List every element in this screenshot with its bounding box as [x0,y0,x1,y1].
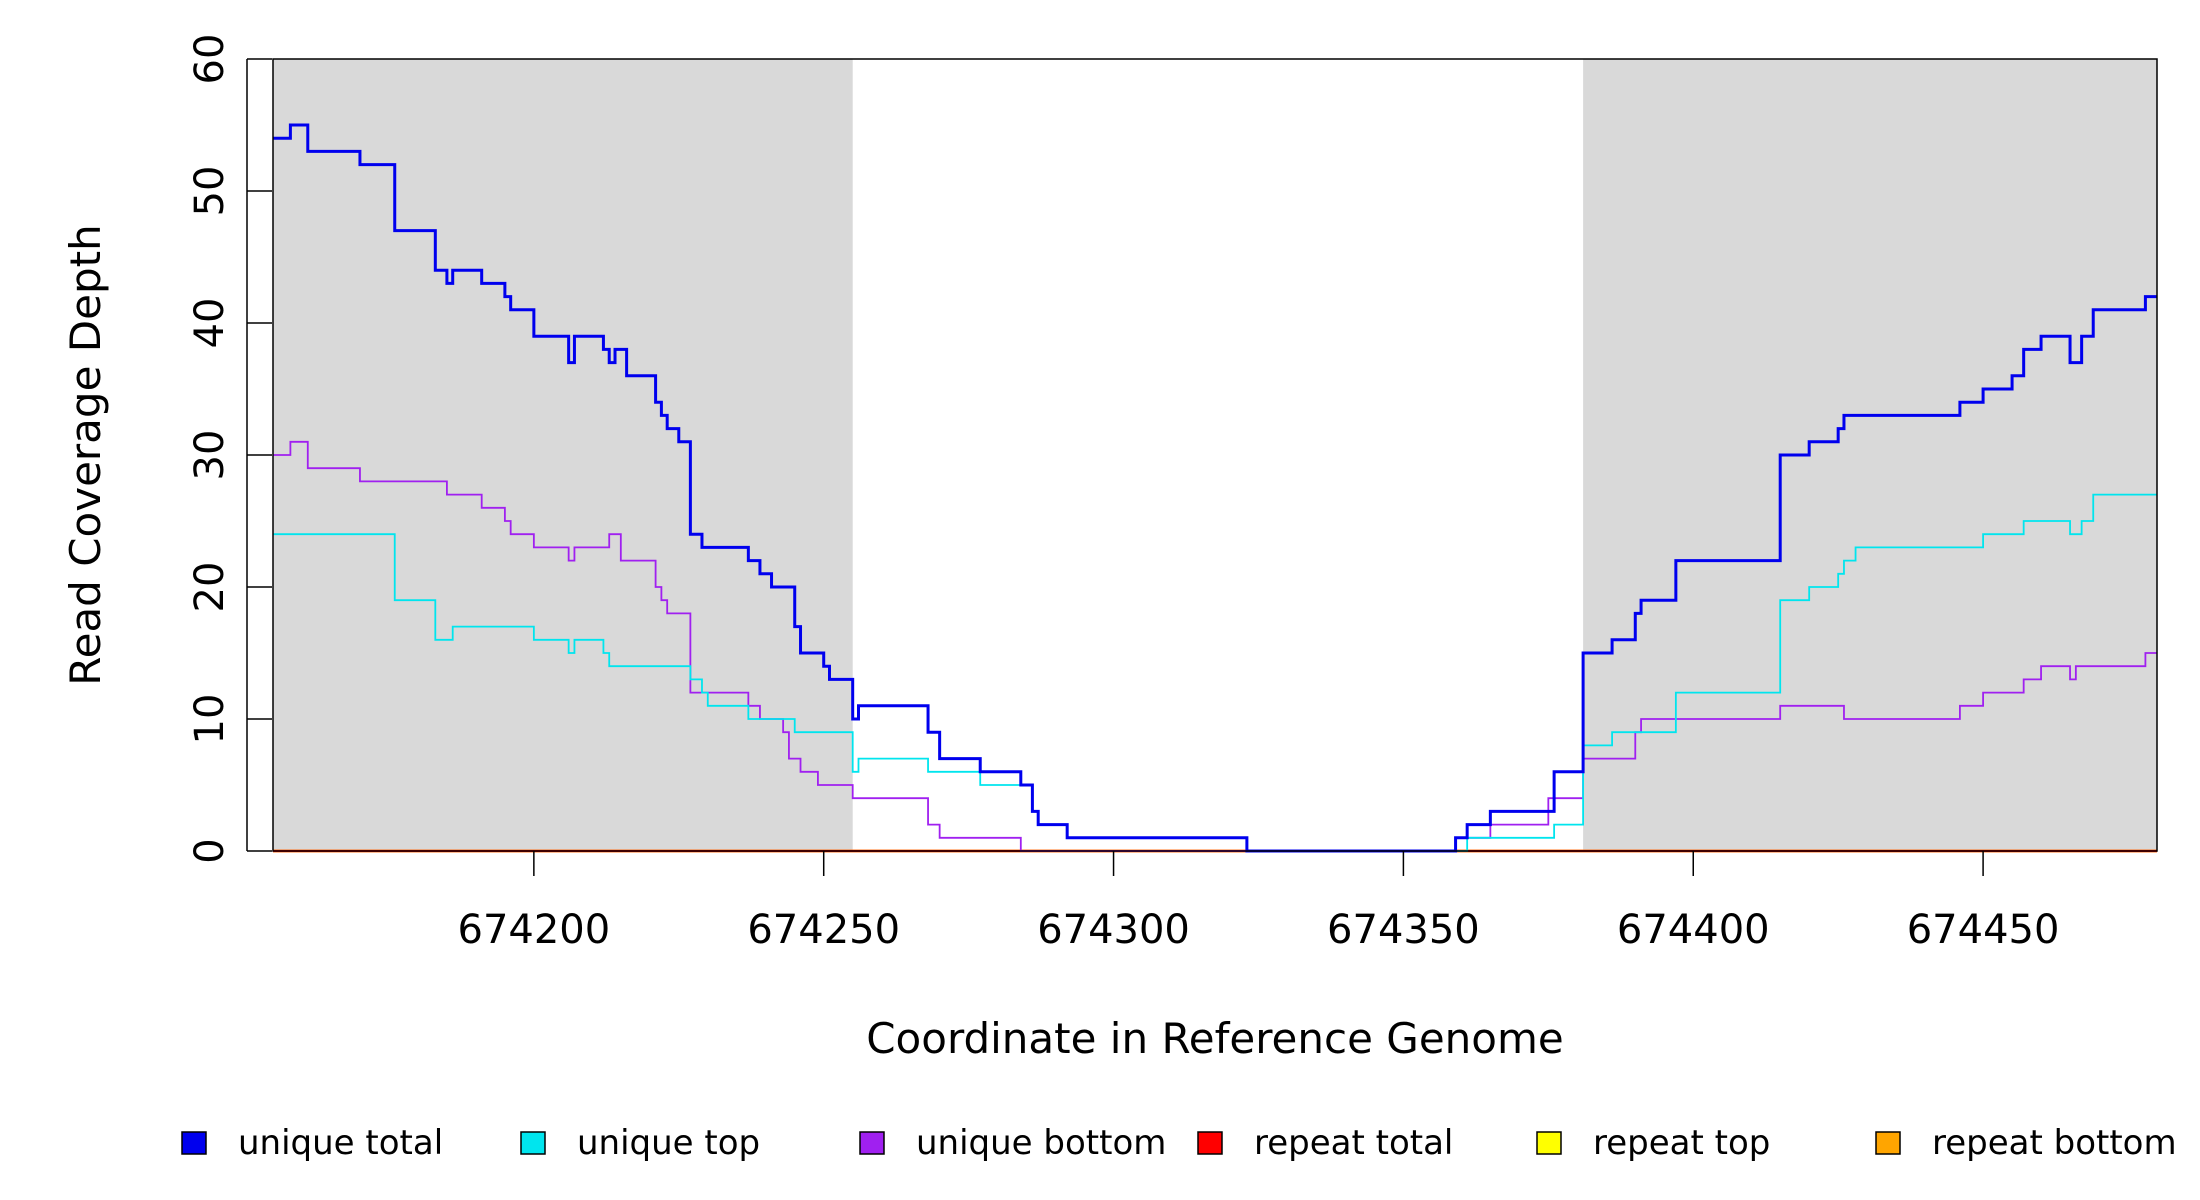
x-tick-label: 674200 [458,907,611,953]
legend-label: unique total [238,1123,443,1163]
legend-item-repeat-bottom: repeat bottom [1875,1123,2177,1163]
legend-swatch [181,1131,207,1155]
legend-label: repeat top [1593,1123,1770,1163]
y-axis-title: Read Coverage Depth [61,224,110,685]
legend-label: repeat total [1254,1123,1453,1163]
x-tick-label: 674400 [1617,907,1770,953]
x-axis-title: Coordinate in Reference Genome [866,1014,1564,1063]
legend-swatch [520,1131,546,1155]
y-tick-label: 20 [187,562,233,613]
x-tick-label: 674450 [1907,907,2060,953]
x-tick-label: 674300 [1037,907,1190,953]
x-tick-label: 674250 [747,907,900,953]
legend-swatch [1197,1131,1223,1155]
legend-label: unique top [577,1123,760,1163]
y-tick-label: 60 [187,34,233,85]
legend-swatch [1875,1131,1901,1155]
y-tick-label: 30 [187,430,233,481]
legend-item-repeat-top: repeat top [1536,1123,1770,1163]
legend-item-unique-bottom: unique bottom [859,1123,1166,1163]
legend-swatch [859,1131,885,1155]
legend-item-repeat-total: repeat total [1197,1123,1453,1163]
legend-item-unique-top: unique top [520,1123,760,1163]
series-line-unique-total [273,123,2157,853]
y-axis: 0 10 20 30 40 50 60 [187,34,272,864]
y-tick-label: 50 [187,166,233,217]
y-tick-label: 0 [187,838,233,863]
series-line-unique-bottom [273,440,2157,852]
legend-swatch [1536,1131,1562,1155]
legend-label: unique bottom [916,1123,1166,1163]
y-tick-label: 40 [187,298,233,349]
legend-label: repeat bottom [1932,1123,2177,1163]
x-tick-label: 674350 [1327,907,1480,953]
shaded-regions [273,59,2157,851]
plot-frame [272,58,2158,852]
legend-item-unique-total: unique total [181,1123,443,1163]
y-tick-label: 10 [187,694,233,745]
legend: unique total unique top unique bottom repea… [181,1123,2177,1163]
shaded-region-0 [273,59,853,851]
x-axis: 674200 674250 674300 674350 674400 674450 [458,851,2060,953]
